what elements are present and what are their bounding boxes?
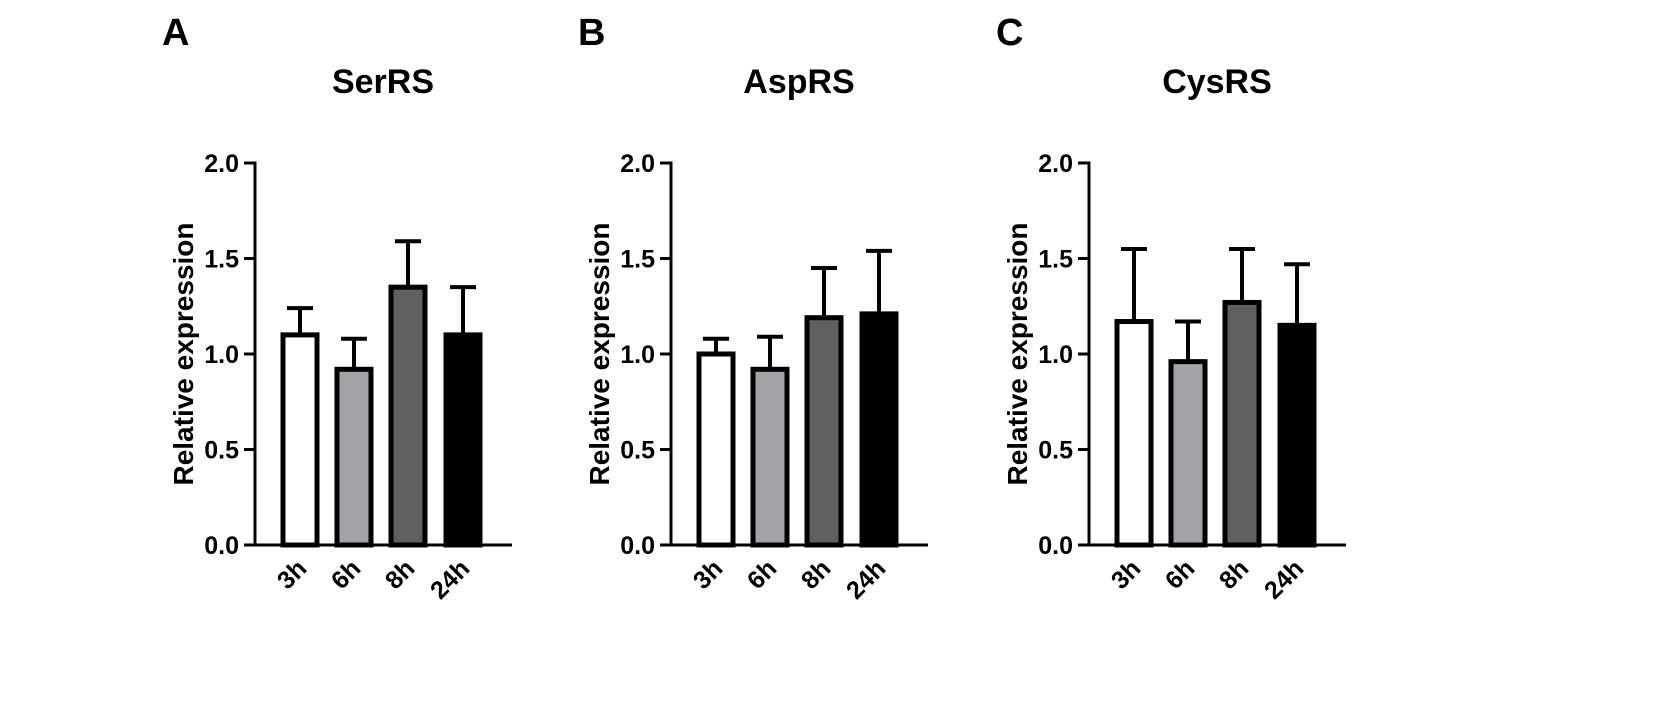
y-axis-label: Relative expression [584,222,615,485]
x-tick-label: 6h [326,554,366,594]
x-tick-label: 24h [425,554,475,604]
panel-letter: C [996,12,1023,54]
bar-24h [1277,322,1317,548]
y-tick-label: 2.0 [620,150,655,178]
bar-6h [334,366,374,548]
panel-letter: B [578,12,605,54]
x-tick-label: 8h [380,554,420,594]
bar-8h [388,284,428,548]
x-tick-label: 24h [1259,554,1309,604]
bar-24h [859,311,899,548]
chart-title: CysRS [1162,63,1272,101]
x-tick-label: 8h [1214,554,1254,594]
y-tick-label: 1.5 [620,246,655,274]
y-axis-label: Relative expression [168,222,199,485]
y-axis-label: Relative expression [1002,222,1033,485]
x-tick-label: 6h [742,554,782,594]
x-tick-label: 3h [688,554,728,594]
bar-3h [1114,319,1154,548]
chart-panel-b: B AspRS Relative expression 0.0 0.5 1.0 1.5 2.0… [578,12,928,605]
y-tick-label: 2.0 [1038,150,1073,178]
chart-title: AspRS [743,63,854,101]
bar-6h [1168,359,1208,548]
chart-title: SerRS [332,63,434,101]
y-tick-label: 1.5 [1038,246,1073,274]
y-tick-label: 0.0 [204,532,239,560]
y-tick-label: 0.5 [1038,437,1073,465]
y-tick-label: 1.0 [1038,341,1073,369]
x-tick-label: 8h [796,554,836,594]
y-tick-label: 1.5 [204,246,239,274]
y-tick-label: 0.0 [1038,532,1073,560]
bar-3h [696,351,736,548]
y-tick-label: 0.0 [620,532,655,560]
x-tick-label: 3h [272,554,312,594]
panel-letter: A [162,12,189,54]
chart-panel-a: A SerRS Relative expression 0.0 0.5 1.0 1.5 2.0… [162,12,512,605]
chart-panel-c: C CysRS Relative expression 0.0 0.5 1.0 1.5 2.0… [996,12,1346,605]
x-tick-label: 6h [1160,554,1200,594]
x-tick-label: 24h [841,554,891,604]
y-tick-label: 2.0 [204,150,239,178]
bar-8h [1222,299,1262,548]
bar-3h [280,332,320,548]
y-tick-label: 0.5 [204,437,239,465]
x-tick-label: 3h [1106,554,1146,594]
y-tick-label: 1.0 [204,341,239,369]
bar-6h [750,366,790,548]
y-tick-label: 1.0 [620,341,655,369]
bar-24h [443,332,483,548]
bar-8h [804,315,844,548]
y-tick-label: 0.5 [620,437,655,465]
